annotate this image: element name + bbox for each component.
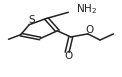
Text: O: O <box>64 51 72 61</box>
Text: S: S <box>28 15 35 25</box>
Text: O: O <box>85 25 93 35</box>
Text: NH$_2$: NH$_2$ <box>76 2 97 16</box>
